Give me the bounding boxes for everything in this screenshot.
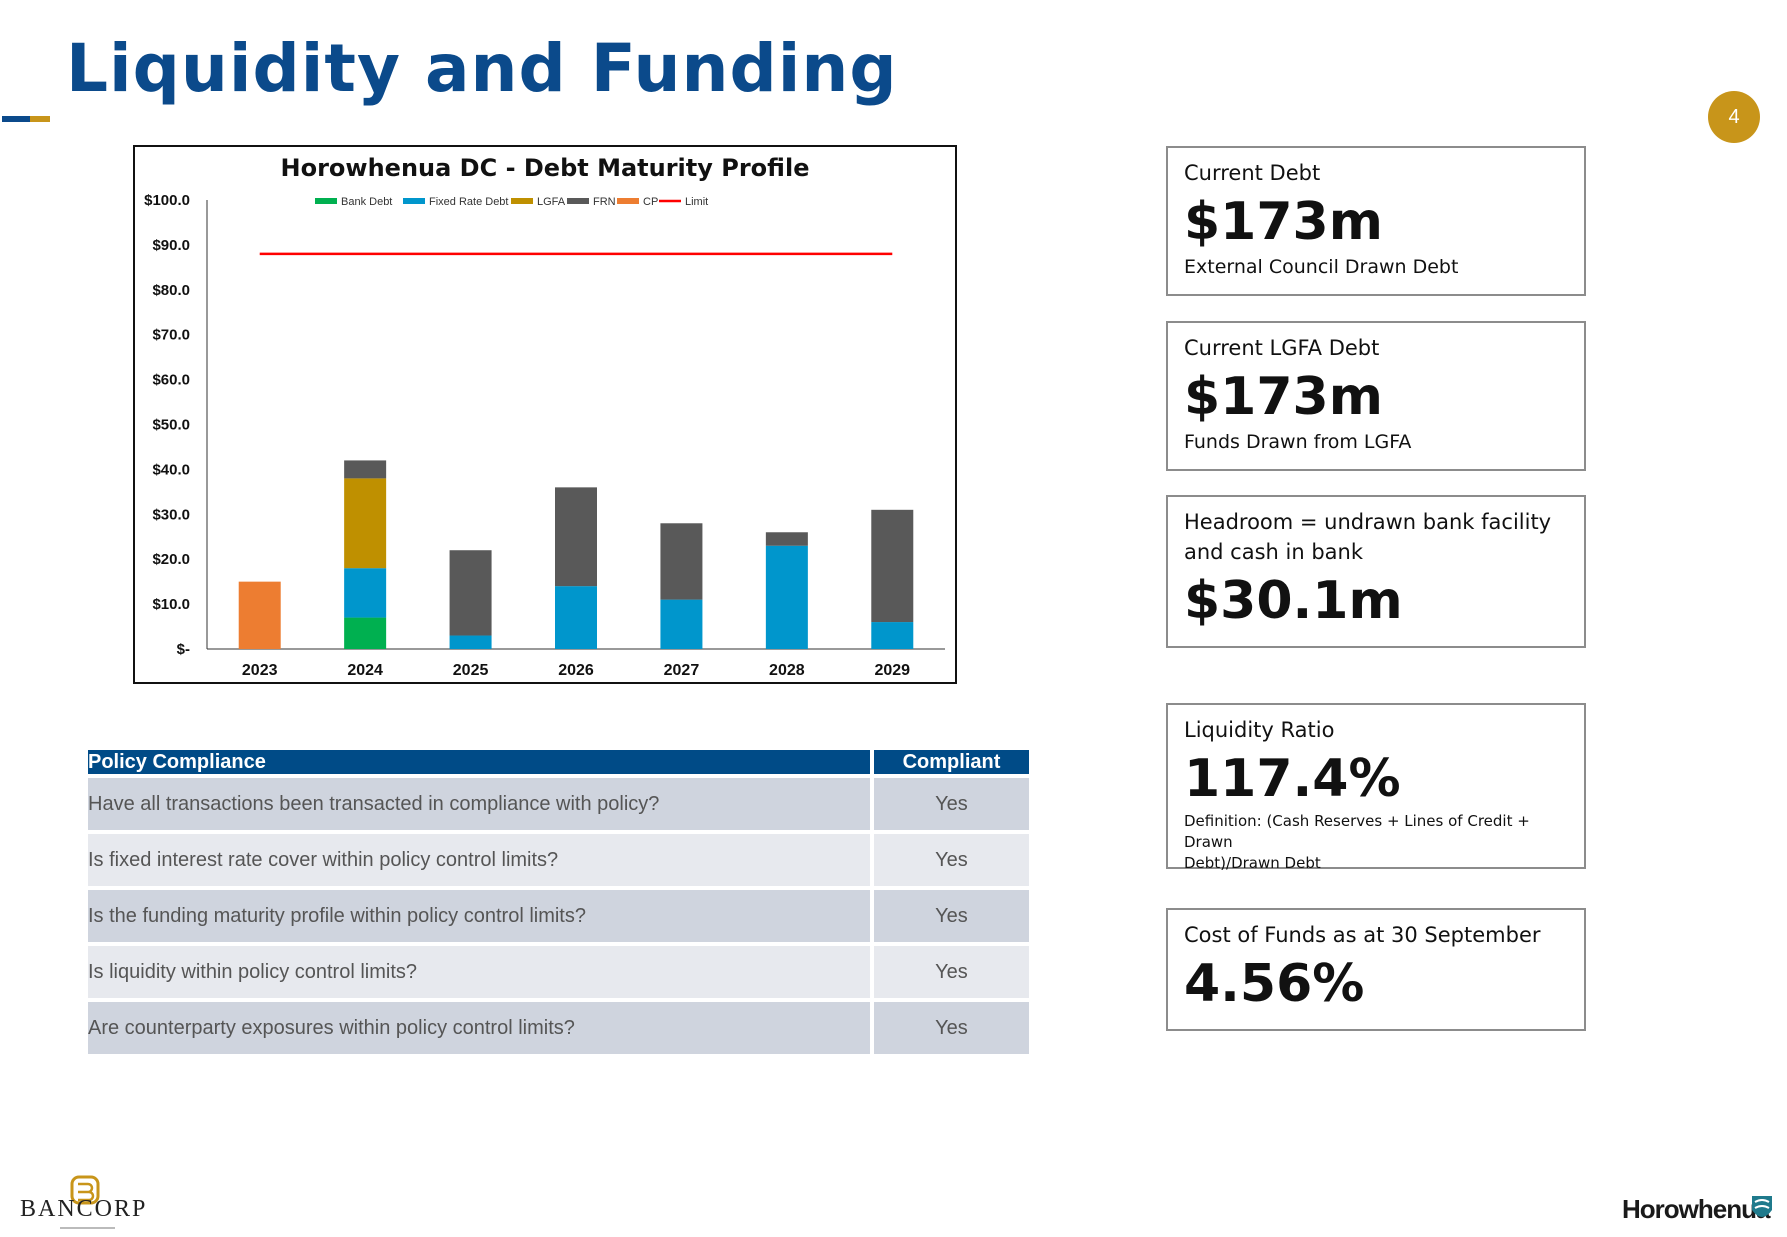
compliance-answer: Yes: [870, 890, 1029, 942]
headroom-value: $30.1m: [1184, 571, 1403, 631]
title-accent-gold: [30, 116, 50, 122]
cost-of-funds-card: Cost of Funds as at 30 September 4.56%: [1166, 908, 1586, 1031]
bancorp-logo-icon: [70, 1175, 100, 1205]
liquidity-ratio-value: 117.4%: [1184, 749, 1401, 809]
lgfa-debt-card: Current LGFA Debt $173m Funds Drawn from…: [1166, 321, 1586, 471]
compliance-answer: Yes: [870, 834, 1029, 886]
compliant-header: Compliant: [870, 750, 1029, 774]
y-tick-label: $80.0: [152, 282, 190, 299]
legend-label: Fixed Rate Debt: [429, 196, 508, 208]
cost-of-funds-value: 4.56%: [1184, 954, 1365, 1014]
legend-swatch: [315, 198, 337, 204]
liquidity-ratio-label: Liquidity Ratio: [1184, 718, 1335, 742]
x-tick-label: 2023: [242, 662, 278, 679]
compliance-answer: Yes: [870, 1002, 1029, 1054]
policy-question: Have all transactions been transacted in…: [88, 778, 870, 830]
liquidity-definition-line1: Definition: (Cash Reserves + Lines of Cr…: [1184, 812, 1530, 851]
x-tick-label: 2026: [558, 662, 594, 679]
table-header-row: Policy Compliance Compliant: [88, 750, 1029, 774]
headroom-label-line1: Headroom = undrawn bank facility: [1184, 510, 1552, 534]
lgfa-debt-label: Current LGFA Debt: [1184, 336, 1380, 360]
headroom-label-line2: and cash in bank: [1184, 540, 1364, 564]
x-tick-label: 2024: [347, 662, 383, 679]
policy-question: Is fixed interest rate cover within poli…: [88, 834, 870, 886]
horowhenua-logo-icon: [1752, 1196, 1772, 1217]
bar-segment: [660, 523, 703, 600]
bar-segment: [555, 586, 597, 649]
legend-swatch: [567, 198, 589, 204]
policy-question: Is the funding maturity profile within p…: [88, 890, 870, 942]
horowhenua-wordmark: Horowhenua: [1622, 1194, 1770, 1224]
bancorp-underline: [60, 1227, 115, 1229]
policy-compliance-table: Policy Compliance Compliant Have all tra…: [88, 746, 1029, 1058]
bar-segment: [449, 635, 492, 649]
bar-segment: [238, 581, 281, 649]
y-tick-label: $50.0: [152, 417, 190, 434]
y-tick-label: $10.0: [152, 596, 190, 613]
legend-label: Limit: [685, 196, 708, 208]
y-tick-label: $70.0: [152, 327, 190, 344]
table-row: Is the funding maturity profile within p…: [88, 890, 1029, 942]
headroom-card: Headroom = undrawn bank facility and cas…: [1166, 495, 1586, 648]
policy-question: Are counterparty exposures within policy…: [88, 1002, 870, 1054]
table-row: Is liquidity within policy control limit…: [88, 946, 1029, 998]
title-accent-blue: [2, 116, 32, 122]
liquidity-ratio-card: Liquidity Ratio 117.4% Definition: (Cash…: [1166, 703, 1586, 872]
y-tick-label: $60.0: [152, 372, 190, 389]
chart-title: Horowhenua DC - Debt Maturity Profile: [281, 154, 810, 182]
liquidity-definition-line2: Debt)/Drawn Debt: [1184, 854, 1321, 872]
x-tick-label: 2028: [769, 662, 805, 679]
legend-swatch: [617, 198, 639, 204]
y-tick-label: $30.0: [152, 506, 190, 523]
current-debt-label: Current Debt: [1184, 161, 1321, 185]
lgfa-debt-value: $173m: [1184, 367, 1383, 427]
bar-segment: [765, 545, 808, 649]
table-row: Is fixed interest rate cover within poli…: [88, 834, 1029, 886]
legend-label: CP: [643, 196, 658, 208]
chart-canvas: Horowhenua DC - Debt Maturity Profile $- $…: [144, 154, 945, 679]
page-number-badge: 4: [1708, 91, 1760, 143]
page-title: Liquidity and Funding: [66, 30, 898, 107]
policy-question: Is liquidity within policy control limit…: [88, 946, 870, 998]
y-tick-label: $40.0: [152, 461, 190, 478]
current-debt-sub: External Council Drawn Debt: [1184, 256, 1459, 278]
bar-segment: [344, 460, 387, 479]
bancorp-wordmark: BANCORP: [20, 1196, 148, 1222]
cost-of-funds-label: Cost of Funds as at 30 September: [1184, 923, 1541, 947]
table-row: Have all transactions been transacted in…: [88, 778, 1029, 830]
current-debt-value: $173m: [1184, 192, 1383, 252]
table-row: Are counterparty exposures within policy…: [88, 1002, 1029, 1054]
x-tick-label: 2025: [453, 662, 489, 679]
legend-label: LGFA: [537, 196, 566, 208]
compliance-answer: Yes: [870, 946, 1029, 998]
y-tick-label: $20.0: [152, 551, 190, 568]
bar-segment: [555, 487, 597, 587]
y-tick-label: $-: [177, 641, 190, 658]
legend-label: FRN: [593, 196, 616, 208]
debt-maturity-chart: Horowhenua DC - Debt Maturity Profile $- $…: [133, 145, 957, 684]
compliance-answer: Yes: [870, 778, 1029, 830]
bar-segment: [660, 599, 703, 649]
bar-segment: [871, 622, 914, 649]
y-tick-label: $90.0: [152, 237, 190, 254]
y-tick-label: $100.0: [144, 192, 190, 209]
x-tick-label: 2029: [874, 662, 910, 679]
legend-swatch: [403, 198, 425, 204]
bar-segment: [344, 617, 387, 649]
legend-label: Bank Debt: [341, 196, 392, 208]
bar-segment: [344, 568, 387, 618]
lgfa-debt-sub: Funds Drawn from LGFA: [1184, 431, 1412, 453]
legend-swatch: [511, 198, 533, 204]
bar-segment: [449, 550, 492, 636]
policy-header: Policy Compliance: [88, 750, 870, 774]
bar-segment: [765, 532, 808, 546]
bar-segment: [871, 509, 914, 623]
x-tick-label: 2027: [664, 662, 700, 679]
current-debt-card: Current Debt $173m External Council Draw…: [1166, 146, 1586, 296]
bar-segment: [344, 478, 387, 569]
